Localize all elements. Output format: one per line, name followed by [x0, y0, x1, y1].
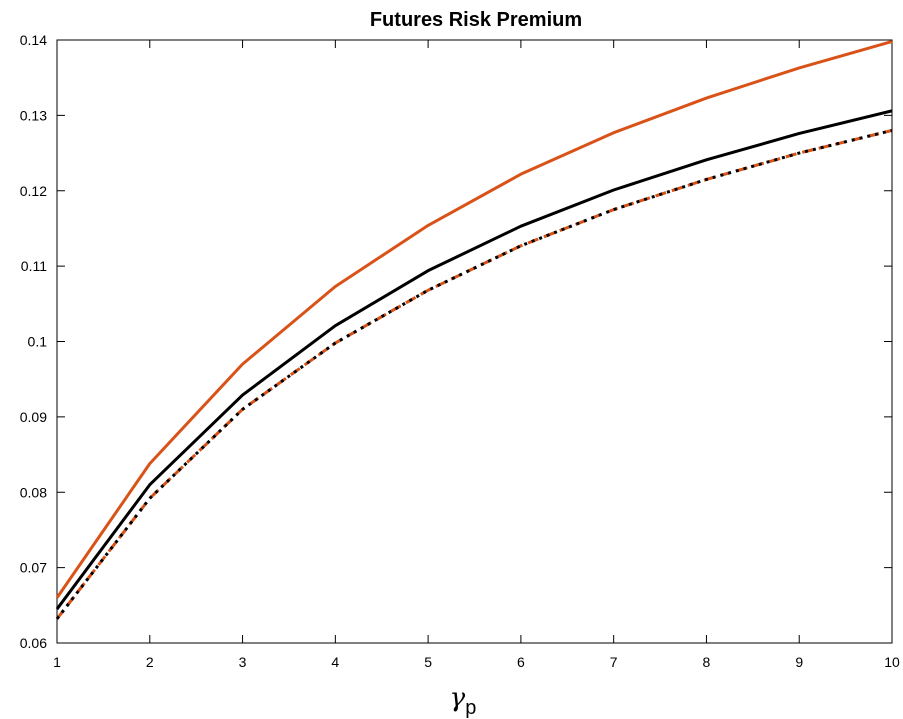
y-tick-label: 0.13 — [20, 107, 47, 123]
y-tick-label: 0.07 — [20, 560, 47, 576]
y-axis: 0.06 0.07 0.08 0.09 0.1 0.11 0.12 0.13 0.14 — [20, 32, 892, 651]
x-tick-label: 8 — [703, 654, 711, 670]
x-axis-label: γp — [450, 683, 477, 719]
series-line-4-dotted — [55, 128, 893, 620]
y-tick-label: 0.1 — [28, 334, 48, 350]
y-tick-label: 0.12 — [20, 183, 47, 199]
series-layer — [55, 40, 893, 620]
x-tick-label: 10 — [884, 654, 900, 670]
x-tick-label: 3 — [239, 654, 247, 670]
y-tick-label: 0.08 — [20, 484, 47, 500]
plot-area — [56, 39, 893, 644]
y-tick-label: 0.09 — [20, 409, 47, 425]
x-tick-label: 1 — [53, 654, 61, 670]
x-axis: 1 2 3 4 5 6 7 8 9 10 — [53, 40, 900, 670]
x-tick-label: 7 — [610, 654, 618, 670]
x-axis-label-subscript: p — [465, 697, 476, 719]
x-axis-label-symbol: γ — [450, 683, 466, 713]
y-tick-label: 0.11 — [21, 258, 47, 274]
y-tick-label: 0.14 — [20, 32, 47, 48]
y-tick-label: 0.06 — [20, 635, 47, 651]
x-tick-label: 9 — [795, 654, 803, 670]
x-tick-label: 6 — [517, 654, 525, 670]
chart-title: Futures Risk Premium — [370, 9, 582, 31]
x-tick-label: 5 — [424, 654, 432, 670]
x-tick-label: 2 — [146, 654, 154, 670]
x-tick-label: 4 — [331, 654, 339, 670]
series-line-3-dashed — [55, 128, 893, 620]
plot-frame — [56, 39, 893, 644]
series-line-2-solid — [55, 109, 893, 610]
series-line-1-solid — [55, 40, 893, 599]
